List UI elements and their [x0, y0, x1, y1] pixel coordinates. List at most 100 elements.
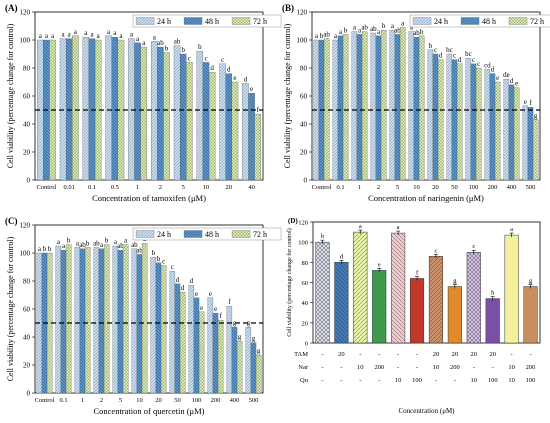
significance-letter: f [257, 106, 260, 114]
bar-treatment [409, 278, 425, 344]
bar-48h [117, 250, 124, 394]
y-tick-label: 40 [23, 121, 31, 129]
treatment-row-label: Qu [300, 377, 309, 384]
significance-letter: d [510, 77, 514, 85]
x-axis-title: Concentration of quercetin (μM) [93, 406, 204, 416]
significance-letter: g [238, 333, 242, 341]
bar-treatment [466, 252, 481, 344]
x-tick-label: 500 [526, 184, 536, 191]
significance-letter: b [344, 26, 348, 34]
bar-24h [196, 51, 204, 181]
treatment-cell: - [416, 351, 418, 358]
significance-letter: a [359, 223, 362, 230]
bar-24h [503, 79, 510, 181]
x-tick-label: 0.1 [88, 184, 96, 191]
y-tick-label: 0 [27, 177, 31, 185]
bar-72h [254, 114, 261, 181]
panel-label: (A) [5, 3, 18, 13]
bar-24h [245, 327, 252, 394]
bar-24h [389, 30, 396, 181]
significance-letter: c [435, 247, 438, 254]
bar-treatment [315, 241, 330, 344]
significance-letter: a [45, 32, 49, 40]
legend-label: 24 h [157, 17, 171, 26]
bar-48h [65, 38, 73, 181]
significance-letter: ab [174, 38, 181, 46]
bar-24h [150, 257, 157, 394]
bar-24h [105, 35, 112, 181]
significance-letter: ab [157, 39, 164, 47]
bar-72h [141, 243, 148, 394]
treatment-cell: - [378, 351, 380, 358]
treatment-cell: - [492, 364, 494, 371]
significance-letter: d [244, 75, 248, 83]
legend-swatch [231, 230, 251, 238]
significance-letter: e [200, 304, 203, 312]
bar-24h [131, 248, 138, 394]
bar-24h [55, 245, 62, 394]
y-tick-label: 0 [305, 341, 308, 348]
bar-72h [399, 27, 406, 181]
y-tick-label: 80 [23, 278, 31, 286]
treatment-cell: - [511, 351, 513, 358]
treatment-cell: 10 [508, 364, 515, 371]
x-tick-label: 0.01 [64, 184, 75, 191]
x-tick-label: 20 [155, 397, 162, 404]
panel-d: 0 20 40 60 80 100 120 b - - - d 20 - - a - 10 - e - 200 - a - - 10… [286, 217, 541, 415]
x-tick-label: Control [312, 184, 332, 191]
panel-label: (D) [288, 217, 298, 225]
legend-swatch [135, 17, 155, 25]
x-tick-label: 50 [174, 397, 181, 404]
significance-letter: d [176, 276, 180, 284]
y-tick-label: 40 [302, 300, 309, 307]
bar-48h [489, 73, 496, 181]
significance-letter: a [76, 239, 80, 247]
significance-letter: e [378, 261, 381, 268]
treatment-cell: - [359, 377, 361, 384]
bar-72h [65, 244, 72, 394]
bar-48h [174, 283, 181, 394]
legend-swatch [183, 17, 203, 25]
bar-72h [437, 59, 444, 181]
x-tick-label: 20 [432, 184, 439, 191]
y-tick-label: 120 [298, 220, 308, 227]
significance-letter: a [339, 28, 343, 36]
y-tick-label: 80 [300, 65, 308, 73]
treatment-cell: 200 [526, 364, 536, 371]
legend-label: 24 h [157, 230, 171, 239]
significance-letter: a [153, 33, 157, 41]
significance-letter: b [152, 249, 156, 257]
significance-letter: g [529, 278, 533, 285]
treatment-cell: 10 [508, 377, 515, 384]
legend-label: 72 h [253, 230, 267, 239]
treatment-cell: - [340, 377, 342, 384]
bar-72h [160, 265, 167, 394]
x-tick-label: 5 [119, 397, 122, 404]
legend-label: 24 h [434, 17, 448, 26]
x-tick-label: 200 [211, 397, 221, 404]
x-tick-label: 400 [507, 184, 517, 191]
significance-letter: a [119, 32, 123, 40]
significance-letter: a [358, 26, 362, 34]
significance-letter: a [57, 238, 61, 246]
bar-48h [470, 63, 477, 181]
treatment-cell: - [435, 377, 437, 384]
y-tick-label: 20 [300, 149, 308, 157]
significance-letter: b [165, 45, 169, 53]
bar-24h [93, 247, 100, 394]
significance-letter: b [321, 233, 324, 240]
significance-letter: g [453, 278, 457, 285]
significance-letter: c [453, 52, 456, 60]
significance-letter: d [458, 56, 462, 64]
x-tick-label: 10 [203, 184, 210, 191]
bar-24h [173, 45, 181, 181]
treatment-cell: - [378, 377, 380, 384]
bar-72h [208, 72, 216, 181]
x-tick-label: Control [35, 397, 55, 404]
significance-letter: ab [93, 239, 100, 247]
bar-24h [408, 31, 415, 181]
bar-72h [198, 311, 205, 394]
significance-letter: ab [117, 242, 124, 250]
